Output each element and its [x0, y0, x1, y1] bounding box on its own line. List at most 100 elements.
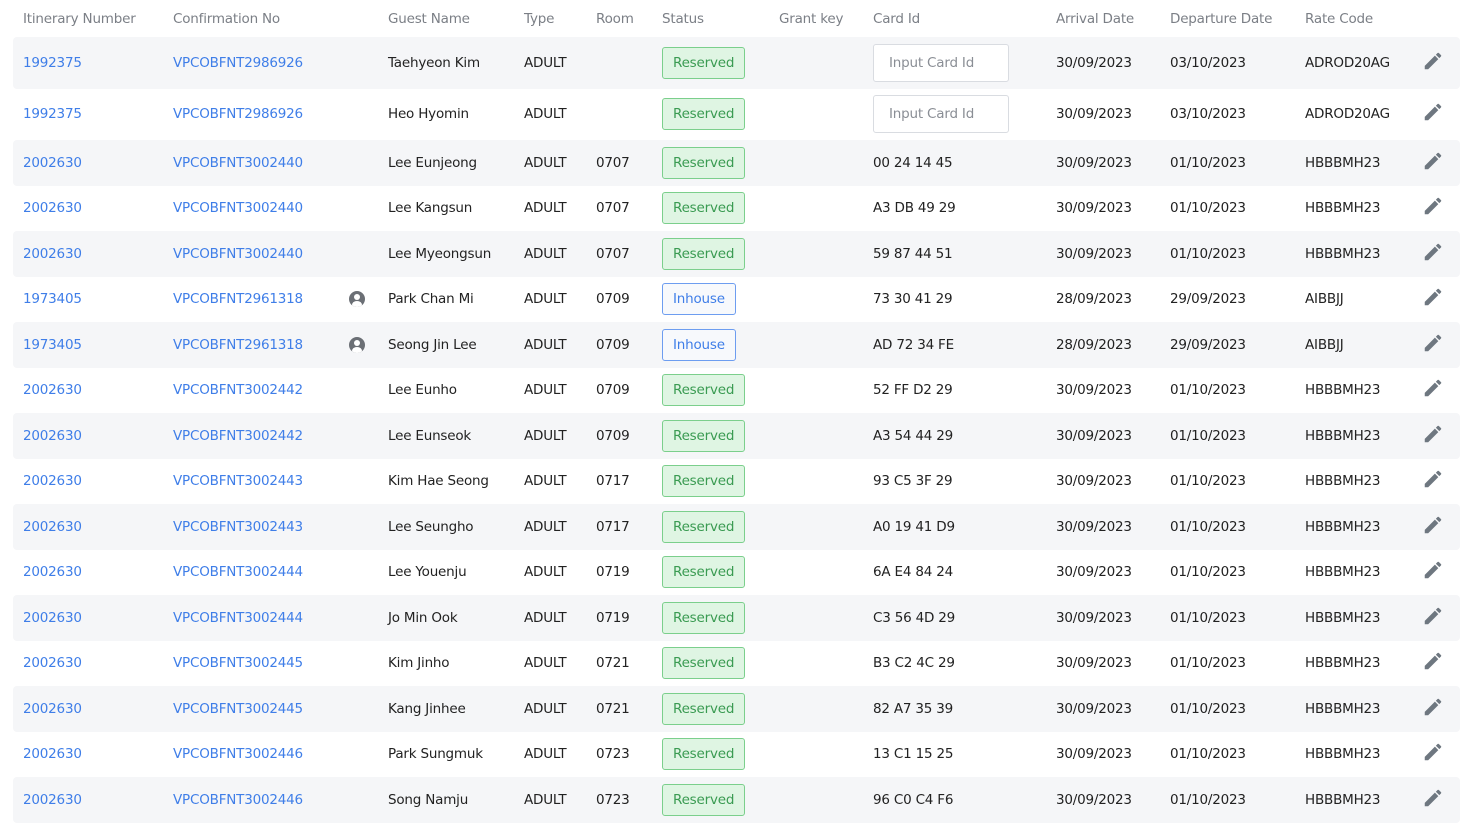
- status-cell: Reserved: [652, 46, 769, 79]
- guest-name: Heo Hyomin: [388, 106, 469, 123]
- confirmation-link[interactable]: VPCOBFNT3002440: [173, 200, 303, 217]
- itinerary-link[interactable]: 2002630: [23, 382, 82, 399]
- itinerary-link[interactable]: 2002630: [23, 609, 82, 626]
- rate-code: HBBBMH23: [1305, 154, 1381, 171]
- confirmation-link[interactable]: VPCOBFNT3002444: [173, 564, 303, 581]
- departure-date: 01/10/2023: [1170, 564, 1246, 581]
- itinerary-link[interactable]: 1973405: [23, 291, 82, 308]
- confirmation-link[interactable]: VPCOBFNT3002440: [173, 154, 303, 171]
- status-badge: Reserved: [662, 374, 746, 407]
- confirmation-link[interactable]: VPCOBFNT3002440: [173, 245, 303, 262]
- table-row: 2002630 VPCOBFNT3002444 Jo Min Ook ADULT 071…: [13, 595, 1460, 641]
- actions-cell: [1410, 559, 1460, 585]
- card-id-input[interactable]: Input Card Id: [873, 43, 1009, 82]
- card-id-placeholder: Input Card Id: [889, 54, 975, 71]
- card-id-input[interactable]: Input Card Id: [873, 95, 1009, 134]
- confirmation-link[interactable]: VPCOBFNT2961318: [173, 291, 303, 308]
- confirmation-link[interactable]: VPCOBFNT3002445: [173, 655, 303, 672]
- rate-code: HBBBMH23: [1305, 245, 1381, 262]
- arrival-date: 30/09/2023: [1056, 518, 1132, 535]
- guest-type: ADULT: [524, 54, 567, 71]
- departure-date: 01/10/2023: [1170, 382, 1246, 399]
- departure-date: 29/09/2023: [1170, 291, 1246, 308]
- status-cell: Reserved: [652, 374, 769, 407]
- guest-type: ADULT: [524, 106, 567, 123]
- pencil-edit-icon[interactable]: [1422, 514, 1444, 536]
- itinerary-link[interactable]: 2002630: [23, 245, 82, 262]
- actions-cell: [1410, 377, 1460, 403]
- pencil-edit-icon[interactable]: [1422, 150, 1444, 172]
- room-number: 0709: [596, 336, 630, 353]
- guest-type: ADULT: [524, 655, 567, 672]
- pencil-edit-icon[interactable]: [1422, 286, 1444, 308]
- itinerary-link[interactable]: 2002630: [23, 655, 82, 672]
- itinerary-link[interactable]: 2002630: [23, 700, 82, 717]
- pencil-edit-icon[interactable]: [1422, 741, 1444, 763]
- itinerary-link[interactable]: 2002630: [23, 518, 82, 535]
- pencil-edit-icon[interactable]: [1422, 423, 1444, 445]
- confirmation-link[interactable]: VPCOBFNT2986926: [173, 54, 303, 71]
- itinerary-link[interactable]: 1992375: [23, 106, 82, 123]
- itinerary-link[interactable]: 2002630: [23, 427, 82, 444]
- confirmation-link[interactable]: VPCOBFNT3002442: [173, 382, 303, 399]
- guest-type: ADULT: [524, 473, 567, 490]
- itinerary-link[interactable]: 1992375: [23, 54, 82, 71]
- itinerary-link[interactable]: 2002630: [23, 154, 82, 171]
- guest-name: Lee Myeongsun: [388, 245, 492, 262]
- pencil-edit-icon[interactable]: [1422, 468, 1444, 490]
- pencil-edit-icon[interactable]: [1422, 332, 1444, 354]
- arrival-date: 30/09/2023: [1056, 154, 1132, 171]
- arrival-date: 30/09/2023: [1056, 700, 1132, 717]
- pencil-edit-icon[interactable]: [1422, 787, 1444, 809]
- guest-name: Taehyeon Kim: [388, 54, 480, 71]
- itinerary-link[interactable]: 2002630: [23, 791, 82, 808]
- confirmation-link[interactable]: VPCOBFNT3002444: [173, 609, 303, 626]
- itinerary-link[interactable]: 2002630: [23, 746, 82, 763]
- pencil-edit-icon[interactable]: [1422, 696, 1444, 718]
- arrival-date: 30/09/2023: [1056, 609, 1132, 626]
- rate-code: HBBBMH23: [1305, 564, 1381, 581]
- status-badge: Inhouse: [662, 328, 736, 361]
- guest-type: ADULT: [524, 700, 567, 717]
- confirmation-link[interactable]: VPCOBFNT3002445: [173, 700, 303, 717]
- itinerary-link[interactable]: 2002630: [23, 200, 82, 217]
- pencil-edit-icon[interactable]: [1422, 195, 1444, 217]
- guest-type: ADULT: [524, 245, 567, 262]
- departure-date: 29/09/2023: [1170, 336, 1246, 353]
- itinerary-link[interactable]: 2002630: [23, 473, 82, 490]
- status-badge: Inhouse: [662, 283, 736, 316]
- actions-cell: [1410, 468, 1460, 494]
- pencil-edit-icon[interactable]: [1422, 559, 1444, 581]
- pencil-edit-icon[interactable]: [1422, 605, 1444, 627]
- header-grant-key: Grant key: [779, 10, 844, 27]
- table-row: 2002630 VPCOBFNT3002440 Lee Myeongsun ADULT…: [13, 231, 1460, 277]
- card-id: 93 C5 3F 29: [873, 473, 953, 490]
- card-id: 00 24 14 45: [873, 154, 953, 171]
- itinerary-link[interactable]: 1973405: [23, 336, 82, 353]
- table-body: 1992375 VPCOBFNT2986926 Taehyeon Kim ADULT R…: [13, 37, 1460, 823]
- departure-date: 01/10/2023: [1170, 518, 1246, 535]
- card-id: 6A E4 84 24: [873, 564, 953, 581]
- itinerary-link[interactable]: 2002630: [23, 564, 82, 581]
- guest-name: Jo Min Ook: [388, 609, 458, 626]
- pencil-edit-icon[interactable]: [1422, 241, 1444, 263]
- pencil-edit-icon[interactable]: [1422, 101, 1444, 123]
- guest-type: ADULT: [524, 518, 567, 535]
- confirmation-link[interactable]: VPCOBFNT3002446: [173, 746, 303, 763]
- departure-date: 01/10/2023: [1170, 791, 1246, 808]
- pencil-edit-icon[interactable]: [1422, 650, 1444, 672]
- guest-type: ADULT: [524, 427, 567, 444]
- confirmation-link[interactable]: VPCOBFNT3002442: [173, 427, 303, 444]
- departure-date: 01/10/2023: [1170, 700, 1246, 717]
- confirmation-link[interactable]: VPCOBFNT3002443: [173, 473, 303, 490]
- pencil-edit-icon[interactable]: [1422, 377, 1444, 399]
- status-cell: Inhouse: [652, 283, 769, 316]
- table-row: 2002630 VPCOBFNT3002440 Lee Kangsun ADULT 07…: [13, 186, 1460, 232]
- confirmation-link[interactable]: VPCOBFNT2986926: [173, 106, 303, 123]
- pencil-edit-icon[interactable]: [1422, 50, 1444, 72]
- confirmation-link[interactable]: VPCOBFNT3002446: [173, 791, 303, 808]
- confirmation-link[interactable]: VPCOBFNT2961318: [173, 336, 303, 353]
- table-row: 2002630 VPCOBFNT3002445 Kim Jinho ADULT 0721…: [13, 641, 1460, 687]
- confirmation-link[interactable]: VPCOBFNT3002443: [173, 518, 303, 535]
- rate-code: HBBBMH23: [1305, 427, 1381, 444]
